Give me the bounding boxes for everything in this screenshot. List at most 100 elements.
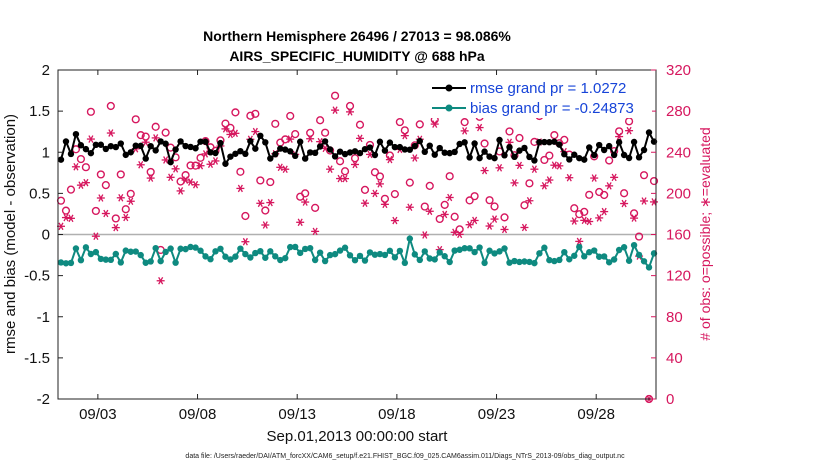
possible-obs-marker — [221, 119, 230, 128]
evaluated-obs-marker — [191, 180, 200, 189]
rmse-point — [127, 149, 134, 156]
evaluated-obs-marker — [355, 134, 364, 143]
rmse-point — [202, 138, 209, 145]
possible-obs-marker — [101, 181, 110, 190]
rmse-point — [371, 151, 379, 159]
rmse-point — [122, 151, 129, 159]
evaluated-obs-marker — [595, 214, 604, 222]
rmse-point — [635, 154, 643, 161]
bias-point — [561, 248, 568, 256]
rmse-point — [336, 148, 344, 155]
evaluated-obs-marker — [375, 180, 384, 188]
rmse-point — [107, 142, 115, 150]
rmse-point — [132, 142, 139, 149]
bias-point — [92, 248, 100, 256]
y-right-tick-label: 280 — [666, 103, 691, 120]
bias-point — [57, 259, 65, 266]
bias-point — [605, 259, 613, 266]
evaluated-obs-marker — [515, 161, 524, 170]
bias-point — [501, 245, 508, 252]
rmse-point — [406, 146, 414, 153]
evaluated-obs-marker — [231, 129, 240, 138]
possible-obs-marker — [525, 179, 534, 188]
rmse-point — [142, 155, 149, 162]
possible-obs-marker — [629, 209, 639, 218]
bias-point — [446, 258, 453, 266]
bias-point — [306, 244, 314, 252]
evaluated-obs-marker — [126, 197, 135, 206]
bias-point — [127, 248, 134, 255]
rmse-point — [316, 143, 324, 150]
possible-obs-marker — [76, 154, 86, 164]
bias-point — [187, 243, 194, 251]
evaluated-obs-marker — [71, 162, 80, 171]
y-left-tick-label: 0.5 — [29, 185, 50, 202]
bias-point — [625, 257, 633, 264]
possible-obs-marker — [520, 201, 529, 210]
evaluated-obs-marker — [630, 214, 639, 222]
evaluated-obs-marker — [136, 160, 145, 169]
bias-point — [456, 246, 463, 253]
bias-point — [162, 248, 169, 256]
legend-bias-label: bias grand pr = -0.24873 — [470, 100, 634, 117]
bias-point — [87, 250, 95, 258]
possible-obs-marker — [435, 214, 444, 224]
bias-point — [107, 256, 115, 264]
possible-obs-marker — [390, 189, 399, 199]
bias-point — [466, 245, 473, 252]
rmse-point — [102, 145, 110, 153]
evaluated-obs-marker — [610, 173, 619, 182]
evaluated-obs-marker — [440, 210, 449, 219]
possible-obs-marker — [141, 132, 150, 141]
right-axis: 320 280 240 200 160 120 80 40 0 — [651, 62, 691, 408]
evaluated-obs-marker — [625, 126, 634, 135]
rmse-point — [361, 145, 369, 153]
evaluated-obs-marker — [460, 127, 469, 135]
possible-obs-marker — [425, 181, 434, 190]
bias-point — [635, 251, 643, 259]
rmse-point — [576, 154, 583, 162]
possible-obs-marker — [106, 101, 115, 111]
evaluated-obs-marker — [311, 227, 320, 236]
rmse-point — [610, 151, 618, 159]
bias-point — [406, 235, 414, 242]
possible-obs-marker — [151, 122, 160, 131]
rmse-point — [386, 139, 394, 146]
bias-point — [282, 254, 289, 262]
rmse-point — [541, 138, 548, 146]
rmse-point — [346, 149, 354, 156]
possible-obs-marker — [226, 123, 235, 132]
bias-point — [326, 251, 334, 259]
possible-obs-marker — [350, 154, 360, 163]
evaluated-obs-marker — [351, 160, 360, 169]
rmse-point — [137, 142, 144, 150]
bias-point — [556, 256, 563, 264]
possible-obs-marker — [256, 176, 265, 185]
evaluated-obs-marker — [555, 162, 564, 170]
bias-point — [481, 259, 488, 267]
rmse-point — [411, 142, 419, 150]
y-right-tick-label: 80 — [666, 309, 683, 326]
possible-obs-marker — [251, 109, 260, 118]
evaluated-obs-marker — [545, 176, 554, 184]
rmse-point — [476, 154, 483, 162]
rmse-point — [446, 149, 453, 157]
possible-obs-marker — [66, 185, 76, 194]
evaluated-obs-marker — [385, 155, 394, 164]
possible-obs-marker — [620, 189, 629, 198]
possible-obs-marker — [261, 206, 270, 215]
evaluated-obs-marker — [475, 123, 484, 132]
evaluated-obs-marker — [510, 179, 519, 187]
bias-point — [541, 244, 548, 251]
rmse-point — [57, 156, 65, 163]
possible-obs-marker — [111, 214, 120, 223]
possible-obs-marker — [605, 156, 614, 165]
bias-point — [112, 250, 120, 258]
bias-point — [227, 256, 234, 263]
possible-obs-marker — [515, 133, 524, 143]
rmse-point — [227, 153, 234, 160]
rmse-point — [311, 149, 319, 157]
possible-obs-marker — [340, 167, 350, 176]
bias-point — [257, 247, 264, 255]
legend-box — [428, 76, 652, 118]
